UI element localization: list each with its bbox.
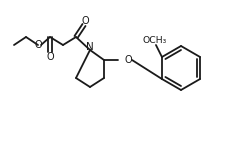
Text: O: O <box>46 52 54 62</box>
Text: N: N <box>86 42 94 52</box>
Text: OCH₃: OCH₃ <box>143 36 167 45</box>
Text: O: O <box>124 55 132 65</box>
Text: O: O <box>34 40 42 50</box>
Text: O: O <box>81 16 89 26</box>
